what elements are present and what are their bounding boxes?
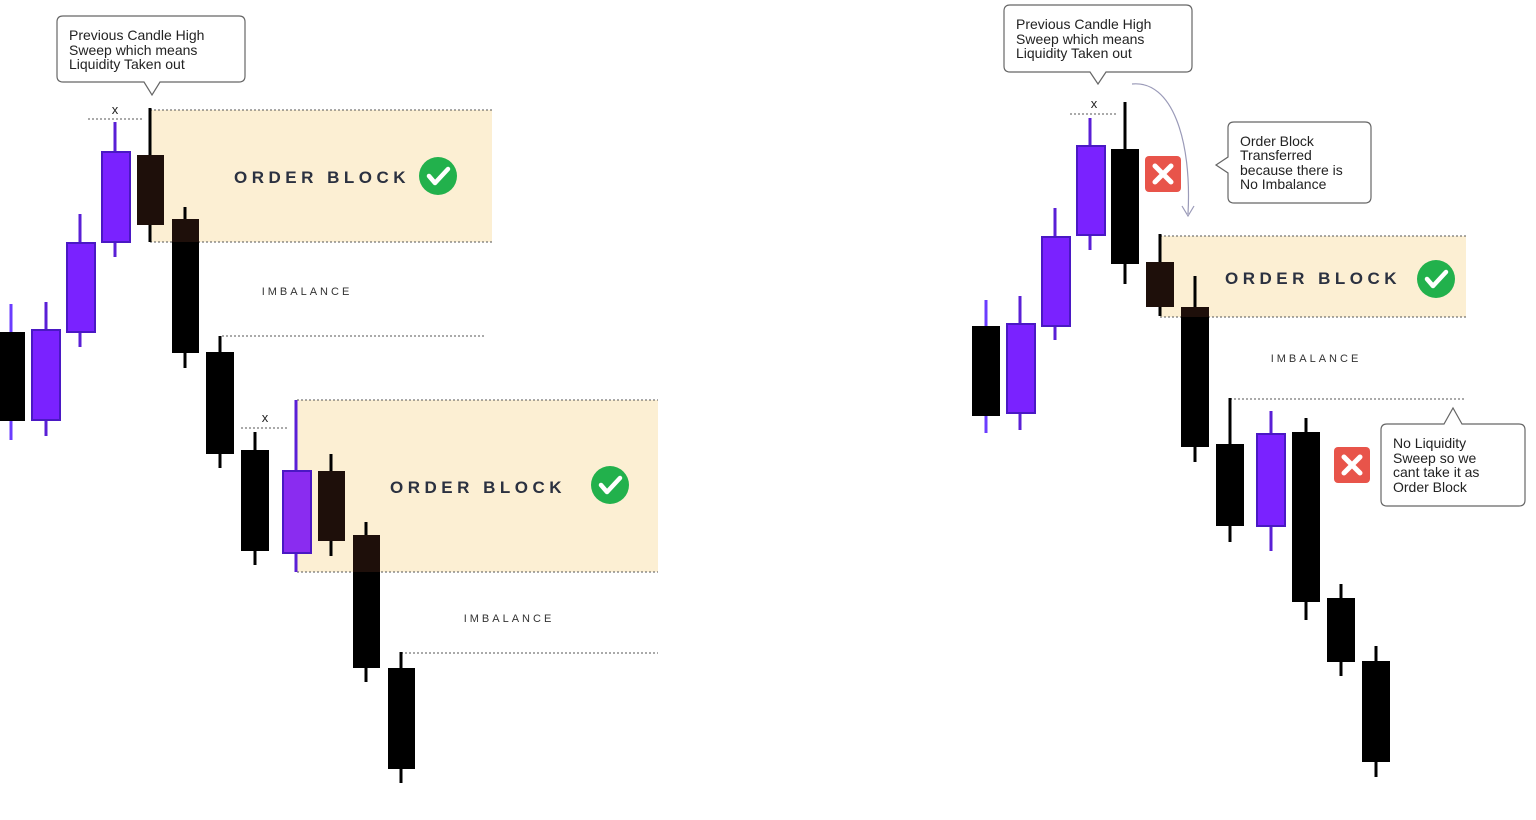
candle-bear	[388, 668, 415, 769]
callout-line: because there is	[1240, 162, 1343, 178]
order-block-zone	[1160, 236, 1466, 317]
callout-line: Order Block	[1240, 133, 1315, 149]
candle-bull	[101, 151, 131, 243]
left-candles	[0, 108, 415, 783]
svg-text:No Liquidity Sweep so: No Liquidity Sweep so we cant take it as…	[1393, 435, 1483, 495]
imbalance-label: IMBALANCE	[262, 286, 353, 298]
imbalance-label: IMBALANCE	[464, 613, 555, 625]
candle-bear	[137, 155, 164, 225]
order-block-label: ORDER BLOCK	[390, 478, 566, 497]
candle-bull	[31, 329, 61, 421]
callout-line: Transferred	[1240, 147, 1312, 163]
candle-bull	[1256, 433, 1286, 527]
order-block-label: ORDER BLOCK	[1225, 269, 1401, 288]
candle-bull	[282, 470, 312, 554]
callout-line: Sweep so we	[1393, 450, 1476, 466]
candle-bear	[1327, 598, 1355, 662]
check-icon	[419, 157, 457, 195]
svg-text:Previous Candle High S: Previous Candle High Sweep which means L…	[1016, 16, 1155, 61]
order-block-label: ORDER BLOCK	[234, 168, 410, 187]
sweep-mark: x	[112, 102, 119, 117]
sweep-mark: x	[1091, 96, 1098, 111]
candle-bull	[1041, 236, 1071, 327]
candle-bear	[241, 450, 269, 551]
callout-liquidity-sweep: Previous Candle High Sweep which means L…	[1003, 4, 1193, 86]
callout-line: Liquidity Taken out	[69, 56, 185, 72]
candle-bear	[1181, 307, 1209, 447]
left-panel: x x ORDER BLOCK ORDER BLOCK IMBALANCE IM…	[0, 15, 658, 783]
callout-line: Previous Candle High	[69, 27, 204, 43]
candle-bear	[1362, 661, 1390, 762]
callout-liquidity-sweep: Previous Candle High Sweep which means L…	[56, 15, 246, 97]
callout-line: Sweep which means	[69, 42, 197, 58]
callout-line: No Imbalance	[1240, 176, 1327, 192]
candle-bear	[1216, 444, 1244, 526]
sweep-mark: x	[262, 410, 269, 425]
candle-bear	[972, 326, 1000, 416]
imbalance-label: IMBALANCE	[1271, 353, 1362, 365]
check-icon	[591, 466, 629, 504]
cross-icon	[1334, 447, 1370, 483]
transfer-arrow	[1131, 83, 1195, 218]
candle-bear	[318, 471, 345, 541]
candle-bull	[66, 242, 96, 333]
callout-no-liquidity-sweep: No Liquidity Sweep so we cant take it as…	[1380, 406, 1526, 507]
check-icon	[1417, 260, 1455, 298]
callout-line: Liquidity Taken out	[1016, 45, 1132, 61]
svg-text:Order Block Transferre: Order Block Transferred because there is…	[1240, 133, 1347, 192]
candle-bull	[1006, 323, 1036, 414]
callout-line: No Liquidity	[1393, 435, 1466, 451]
callout-order-block-transferred: Order Block Transferred because there is…	[1214, 121, 1372, 204]
callout-line: cant take it as	[1393, 464, 1479, 480]
callout-line: Order Block	[1393, 479, 1468, 495]
right-candles	[972, 102, 1390, 777]
candle-bear	[1146, 262, 1174, 307]
callout-line: Previous Candle High	[1016, 16, 1151, 32]
cross-icon	[1145, 156, 1181, 192]
candle-bear	[206, 352, 234, 454]
candle-bear	[1111, 149, 1139, 264]
candle-bear	[1292, 432, 1320, 602]
candle-bear	[0, 332, 25, 421]
right-panel: x ORDER BLOCK IMBALANCE Previous Candle …	[972, 4, 1526, 777]
right-dotted-lines	[1070, 113, 1466, 400]
candle-bull	[1076, 145, 1106, 236]
svg-text:Previous Candle High S: Previous Candle High Sweep which means L…	[69, 27, 208, 72]
callout-line: Sweep which means	[1016, 31, 1144, 47]
